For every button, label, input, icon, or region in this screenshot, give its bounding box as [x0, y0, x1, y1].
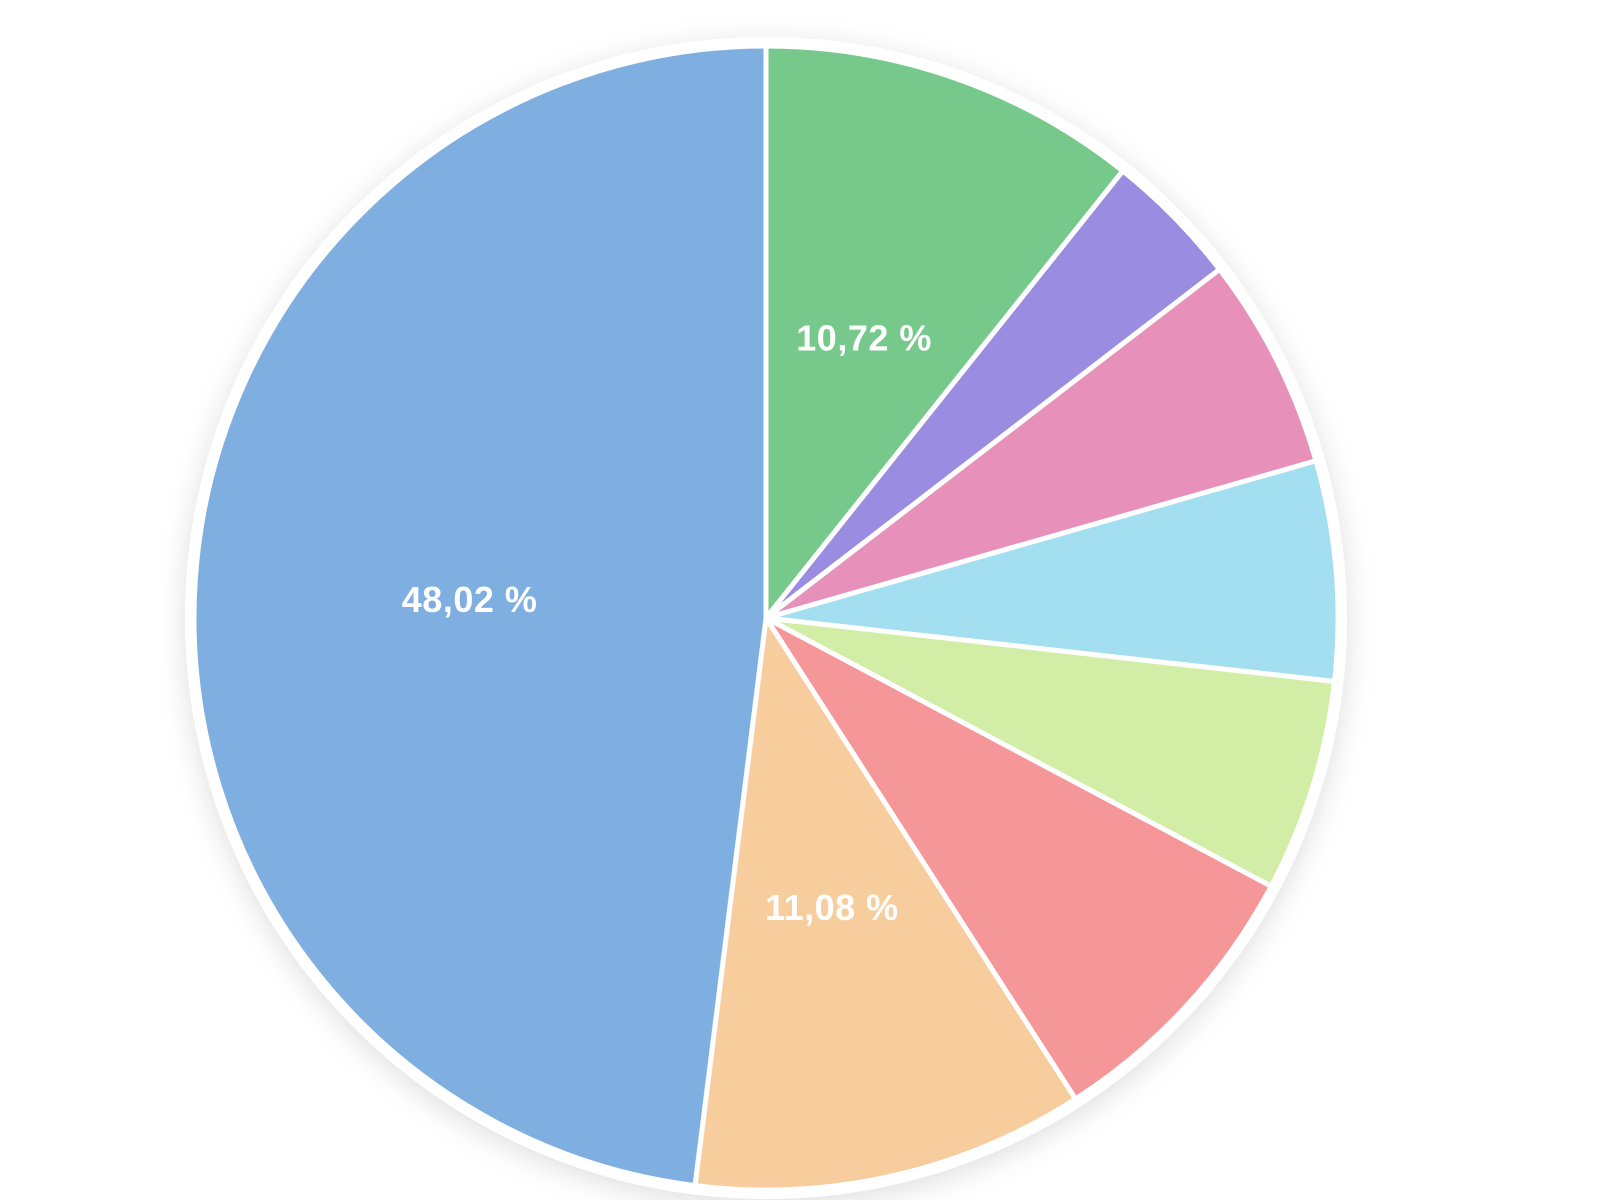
pie-slice-label-8: 48,02 %: [402, 579, 538, 620]
pie-slice-4[interactable]: [763, 458, 1341, 684]
pie-slices-group: [191, 43, 1341, 1193]
pie-slice-label-7: 11,08 %: [765, 887, 899, 928]
pie-slice-7[interactable]: [692, 615, 1079, 1193]
pie-slice-8[interactable]: [191, 43, 769, 1189]
pie-slice-label-1: 10,72 %: [796, 317, 932, 358]
pie-slice-1[interactable]: [763, 43, 1126, 621]
pie-slice-6[interactable]: [763, 615, 1274, 1102]
pie-slice-3[interactable]: [763, 266, 1319, 621]
pie-slice-5[interactable]: [763, 615, 1337, 889]
pie-labels-group: 10,72 % 11,08 % 48,02 %: [402, 317, 932, 928]
